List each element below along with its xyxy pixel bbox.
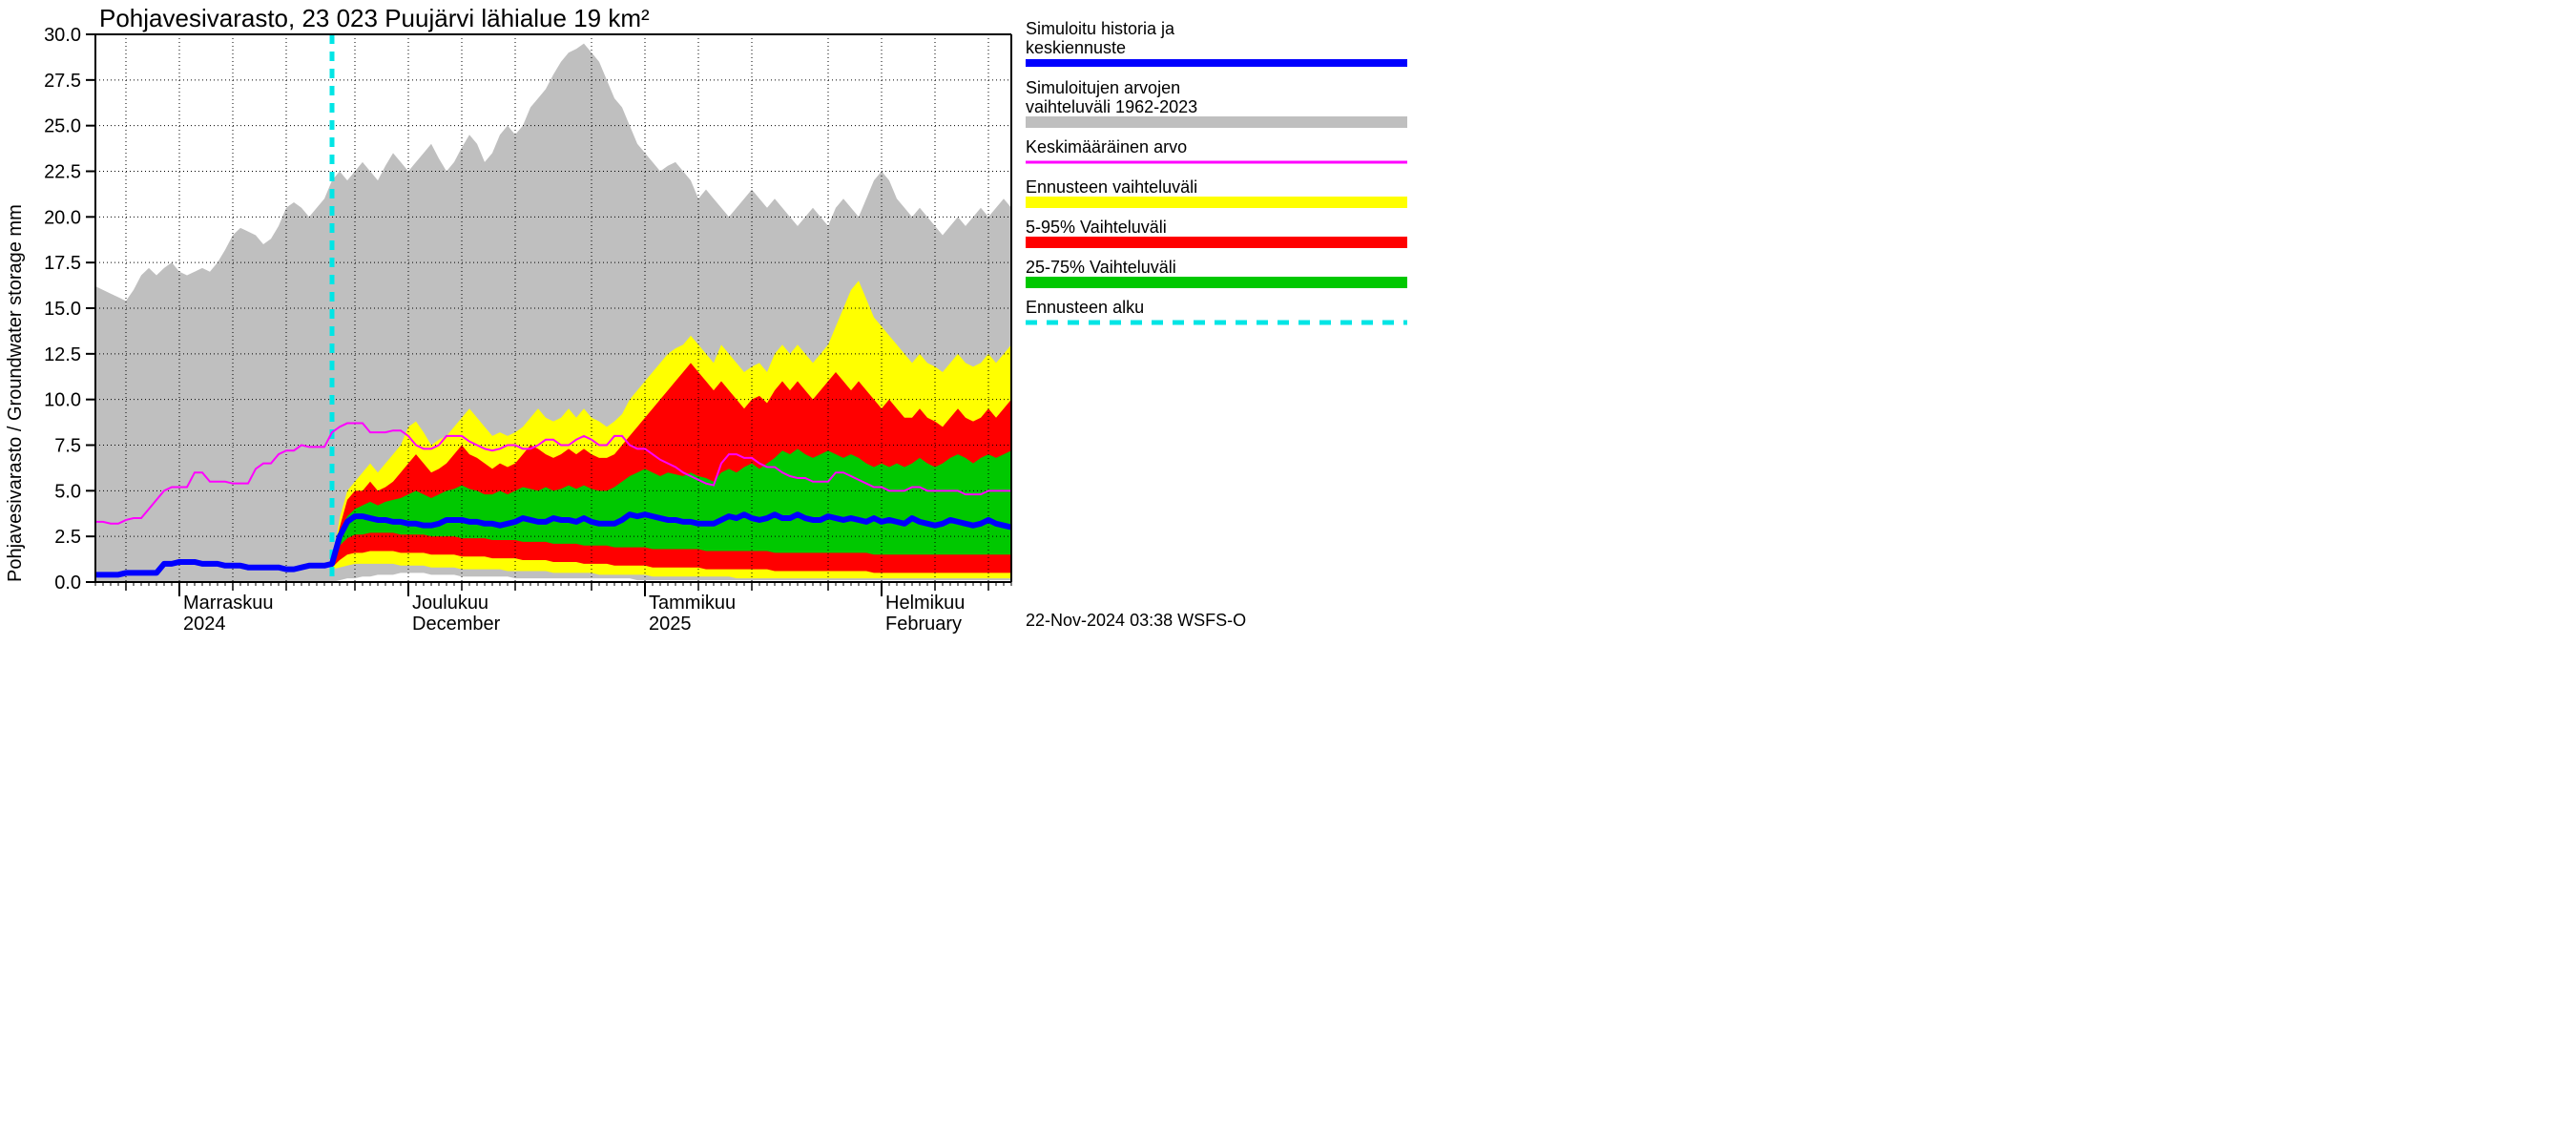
y-axis-label: Pohjavesivarasto / Groundwater storage m… [5, 204, 26, 582]
x-month-label-top: Tammikuu [649, 593, 736, 614]
x-month-label-top: Marraskuu [183, 593, 273, 614]
y-tick-label: 17.5 [44, 253, 81, 274]
x-month-label-top: Helmikuu [885, 593, 965, 614]
legend-swatch [1026, 237, 1407, 248]
legend-label: keskiennuste [1026, 38, 1126, 57]
y-tick-label: 7.5 [54, 436, 81, 457]
x-month-label-top: Joulukuu [412, 593, 488, 614]
y-tick-label: 20.0 [44, 207, 81, 228]
legend-label: vaihteluväli 1962-2023 [1026, 97, 1197, 116]
legend-label: 25-75% Vaihteluväli [1026, 258, 1176, 277]
y-tick-label: 12.5 [44, 344, 81, 365]
legend-label: Keskimääräinen arvo [1026, 137, 1187, 156]
y-tick-label: 2.5 [54, 527, 81, 548]
legend-label: Ennusteen vaihteluväli [1026, 177, 1197, 197]
legend-swatch [1026, 277, 1407, 288]
x-month-label-bottom: 2024 [183, 614, 226, 635]
y-tick-label: 22.5 [44, 162, 81, 183]
x-month-label-bottom: December [412, 614, 501, 635]
legend-swatch [1026, 197, 1407, 208]
chart-footer: 22-Nov-2024 03:38 WSFS-O [1026, 611, 1246, 630]
y-tick-label: 25.0 [44, 116, 81, 137]
chart-svg: 0.0 2.5 5.0 7.5 10.0 12.5 15.0 17.5 20.0 22.5 25.0… [0, 0, 1431, 639]
x-month-label-bottom: 2025 [649, 614, 692, 635]
legend-swatch [1026, 116, 1407, 128]
y-tick-label: 30.0 [44, 25, 81, 46]
legend-label: 5-95% Vaihteluväli [1026, 218, 1167, 237]
x-month-label-bottom: February [885, 614, 962, 635]
legend-label: Simuloitujen arvojen [1026, 78, 1180, 97]
chart-title: Pohjavesivarasto, 23 023 Puujärvi lähial… [99, 4, 650, 32]
y-tick-label: 0.0 [54, 572, 81, 593]
y-tick-label: 10.0 [44, 390, 81, 411]
legend-label: Simuloitu historia ja [1026, 19, 1175, 38]
chart-container: 0.0 2.5 5.0 7.5 10.0 12.5 15.0 17.5 20.0 22.5 25.0… [0, 0, 1431, 639]
y-tick-label: 27.5 [44, 71, 81, 92]
legend-label: Ennusteen alku [1026, 298, 1144, 317]
y-tick-label: 5.0 [54, 481, 81, 502]
y-tick-label: 15.0 [44, 299, 81, 320]
